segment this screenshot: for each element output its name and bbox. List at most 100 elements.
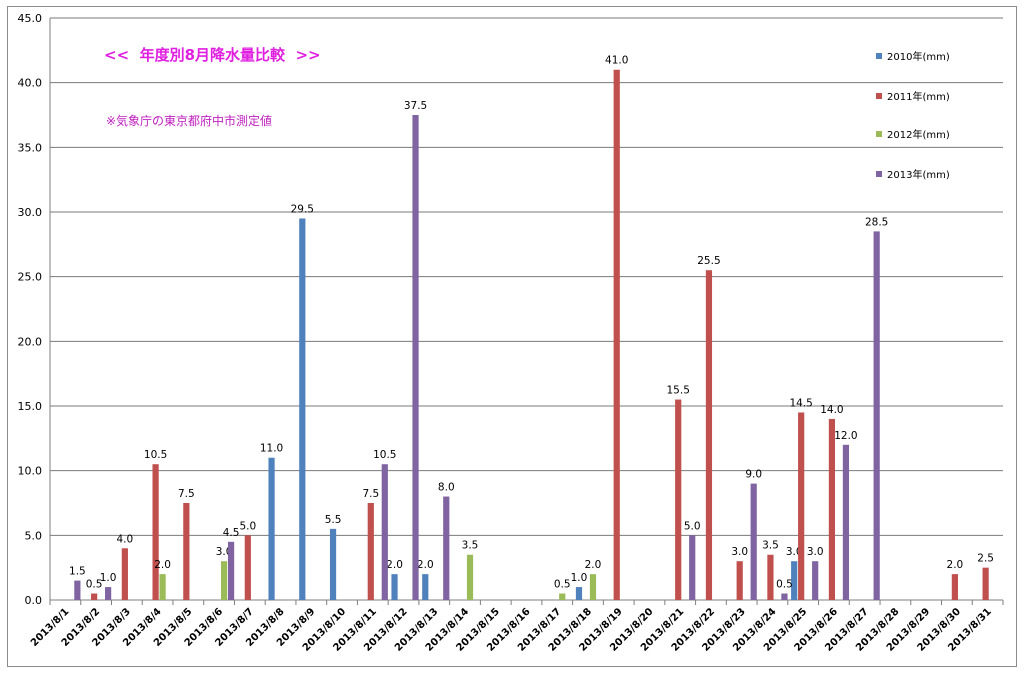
- legend-item: 2010年(mm): [876, 48, 1006, 63]
- y-tick-label: 5.0: [25, 529, 43, 542]
- data-label: 14.5: [789, 397, 812, 409]
- bar: [589, 574, 597, 600]
- bar: [121, 548, 128, 600]
- data-label: 41.0: [605, 55, 628, 67]
- data-label: 3.5: [762, 540, 779, 552]
- bar: [227, 541, 235, 600]
- bar: [91, 593, 98, 600]
- data-label: 2.0: [386, 559, 403, 571]
- data-label: 7.5: [178, 488, 195, 500]
- bar: [675, 399, 682, 600]
- data-label: 5.0: [239, 520, 256, 532]
- bar: [391, 574, 398, 600]
- data-label: 0.5: [776, 579, 793, 591]
- legend-label: 2012年(mm): [887, 130, 950, 141]
- data-label: 2.0: [947, 559, 964, 571]
- bar: [982, 567, 989, 600]
- data-label: 4.5: [223, 527, 240, 539]
- bar: [781, 593, 788, 600]
- bar: [705, 270, 713, 600]
- data-label: 2.0: [154, 559, 171, 571]
- data-label: 3.0: [731, 546, 748, 558]
- data-label: 37.5: [404, 100, 427, 112]
- data-label: 25.5: [697, 255, 720, 267]
- y-tick-label: 35.0: [18, 141, 43, 154]
- bar: [689, 535, 696, 600]
- y-tick-label: 25.0: [18, 271, 43, 284]
- bar: [381, 464, 388, 600]
- bar: [812, 561, 819, 600]
- chart-subtitle: ※気象庁の東京都府中市測定値: [106, 114, 273, 128]
- data-label: 3.0: [807, 546, 824, 558]
- legend-label: 2010年(mm): [887, 52, 950, 63]
- data-label: 14.0: [820, 404, 843, 416]
- bar: [105, 587, 112, 600]
- data-label: 12.0: [834, 430, 857, 442]
- bar: [613, 69, 620, 600]
- bar: [422, 574, 429, 600]
- bar: [559, 593, 566, 600]
- legend-swatch: [876, 92, 882, 99]
- legend-item: 2011年(mm): [876, 88, 1006, 103]
- data-label: 3.5: [462, 540, 479, 552]
- bar: [736, 561, 743, 600]
- bar: [798, 412, 805, 600]
- data-label: 0.5: [86, 579, 103, 591]
- bar: [329, 528, 337, 600]
- data-label: 5.5: [325, 514, 342, 526]
- data-label: 8.0: [438, 482, 455, 494]
- legend-swatch: [876, 170, 882, 177]
- bar: [183, 503, 190, 600]
- legend-item: 2012年(mm): [876, 126, 1006, 141]
- data-label: 11.0: [260, 443, 283, 455]
- y-tick-label: 15.0: [18, 400, 43, 413]
- bar: [575, 587, 583, 600]
- data-label: 28.5: [865, 216, 888, 228]
- bar: [74, 580, 81, 600]
- bar: [367, 503, 374, 600]
- data-label: 1.5: [69, 566, 86, 578]
- bar: [791, 561, 798, 600]
- data-label: 9.0: [745, 469, 762, 481]
- data-label: 0.5: [554, 579, 571, 591]
- bar: [412, 115, 419, 600]
- data-label: 2.5: [977, 553, 994, 565]
- bar: [873, 231, 880, 600]
- bar: [244, 535, 251, 600]
- y-tick-label: 0.0: [25, 594, 43, 607]
- bar: [842, 444, 850, 600]
- legend-swatch: [876, 52, 882, 59]
- data-label: 5.0: [684, 520, 701, 532]
- bar: [828, 418, 836, 600]
- y-tick-label: 10.0: [18, 465, 43, 478]
- data-label: 1.0: [100, 572, 117, 584]
- bar: [268, 457, 275, 600]
- bar: [159, 574, 166, 600]
- legend-label: 2011年(mm): [887, 92, 950, 103]
- data-label: 4.0: [117, 533, 134, 545]
- data-label: 15.5: [667, 385, 690, 397]
- y-tick-label: 20.0: [18, 335, 43, 348]
- bar: [299, 218, 306, 600]
- bar: [767, 554, 774, 600]
- y-tick-label: 40.0: [18, 77, 43, 90]
- data-label: 10.5: [373, 449, 396, 461]
- data-label: 2.0: [585, 559, 602, 571]
- bar: [466, 554, 474, 600]
- bar: [443, 496, 450, 600]
- y-tick-label: 45.0: [18, 12, 43, 25]
- data-label: 10.5: [144, 449, 167, 461]
- bar: [220, 561, 228, 600]
- data-label: 29.5: [291, 203, 314, 215]
- bar: [152, 464, 159, 600]
- legend-swatch: [876, 130, 882, 137]
- legend-item: 2013年(mm): [876, 166, 1006, 181]
- data-label: 7.5: [362, 488, 379, 500]
- chart-title: << 年度別8月降水量比較 >>: [104, 46, 321, 64]
- bar: [951, 574, 958, 600]
- data-label: 1.0: [571, 572, 588, 584]
- bar: [750, 483, 757, 600]
- y-tick-label: 30.0: [18, 206, 43, 219]
- legend-label: 2013年(mm): [887, 170, 950, 181]
